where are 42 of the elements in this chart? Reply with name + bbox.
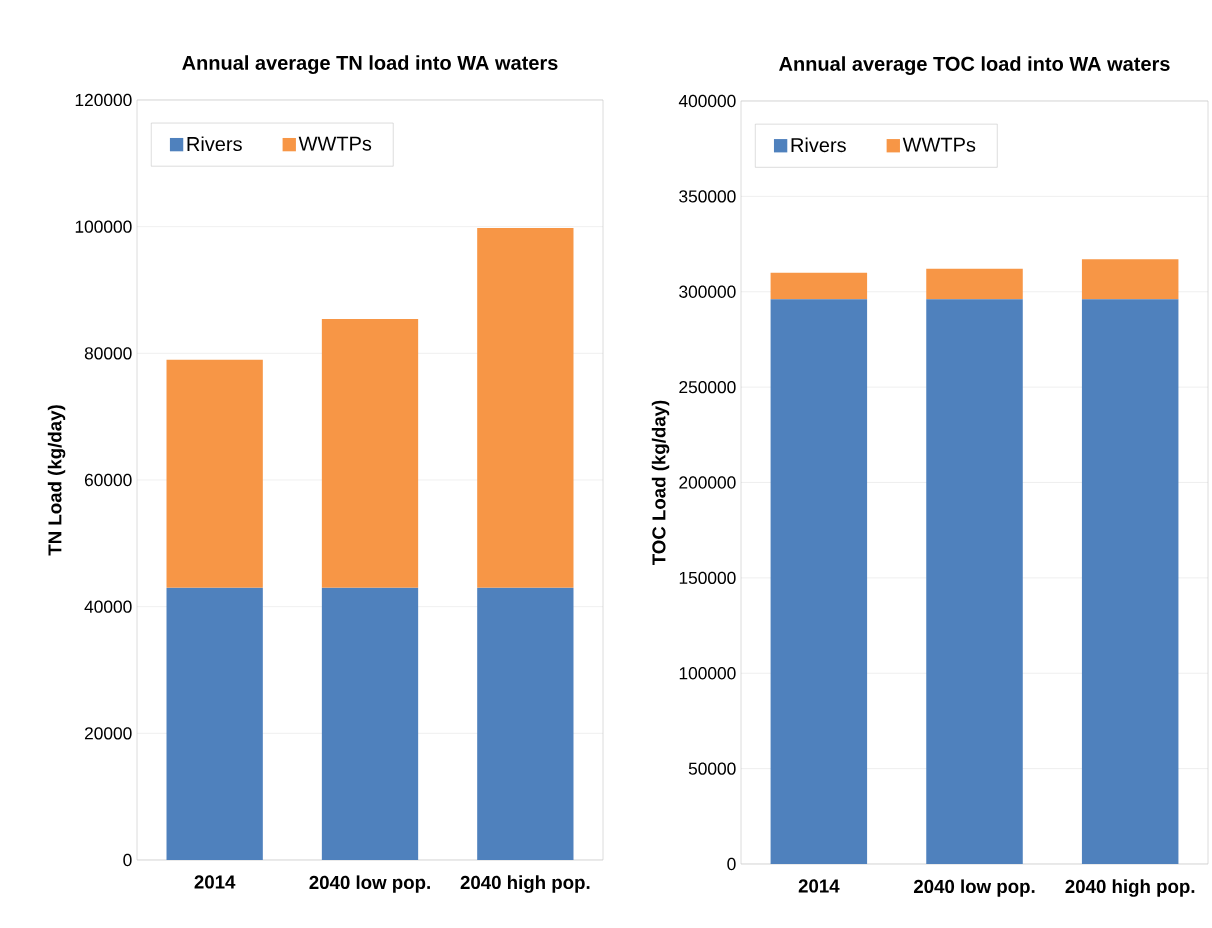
bar	[321, 587, 419, 860]
y-tick-label: 400000	[678, 94, 736, 108]
y-tick-label: 0	[727, 857, 736, 871]
x-tick-label: 2040 low pop.	[913, 879, 1035, 897]
bar	[770, 299, 868, 864]
bar	[926, 299, 1023, 864]
y-tick-label: 60000	[84, 473, 132, 487]
y-tick-label: 100000	[75, 220, 132, 233]
x-tick-label: 2040 low pop.	[309, 875, 430, 893]
chart-title: Annual average TOC load into WA waters	[779, 56, 1170, 75]
y-tick-label: 350000	[679, 190, 736, 203]
bar	[477, 227, 574, 588]
y-tick-label: 80000	[84, 347, 132, 360]
bar	[926, 268, 1023, 300]
y-tick-label: 300000	[679, 285, 736, 298]
legend-label: WWTPs	[298, 136, 372, 151]
bar	[321, 319, 419, 588]
y-tick-label: 100000	[679, 667, 736, 680]
y-tick-label: 40000	[84, 600, 132, 613]
bar	[166, 587, 263, 860]
y-tick-label: 200000	[679, 476, 736, 489]
legend-label: Rivers	[187, 136, 242, 152]
x-tick-label: 2040 high pop.	[460, 875, 590, 893]
legend-label: WWTPs	[902, 137, 976, 152]
bar	[770, 272, 868, 300]
y-tick-label: 0	[123, 853, 132, 867]
y-tick-label: 20000	[84, 727, 132, 740]
x-tick-label: 2014	[798, 879, 840, 893]
bar	[477, 587, 574, 860]
y-tick-label: 250000	[679, 380, 736, 394]
y-axis-title: TOC Load (kg/day)	[651, 400, 670, 566]
legend-label: Rivers	[791, 137, 846, 153]
bar	[1081, 299, 1179, 864]
y-tick-label: 50000	[688, 762, 736, 775]
bar	[166, 359, 263, 588]
y-tick-label: 120000	[75, 93, 132, 107]
bar	[1081, 259, 1179, 300]
x-tick-label: 2014	[194, 875, 236, 889]
x-tick-label: 2040 high pop.	[1065, 879, 1195, 897]
y-tick-label: 150000	[679, 571, 736, 585]
chart-title: Annual average TN load into WA waters	[182, 55, 558, 74]
y-axis-title: TN Load (kg/day)	[47, 405, 66, 556]
